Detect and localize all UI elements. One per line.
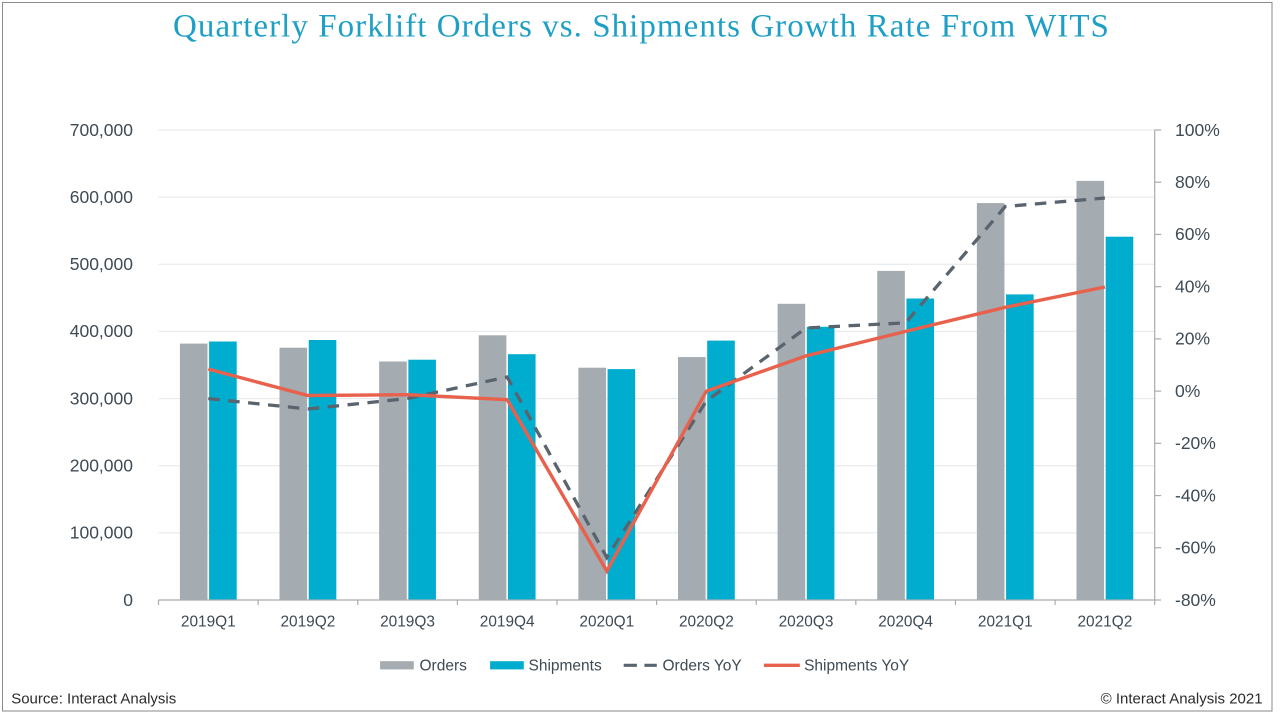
- svg-text:© Interact Analysis 2021: © Interact Analysis 2021: [1101, 691, 1263, 708]
- svg-text:20%: 20%: [1175, 329, 1210, 349]
- svg-text:Orders: Orders: [420, 658, 468, 675]
- svg-text:Quarterly Forklift Orders vs.: Quarterly Forklift Orders vs. Shipments …: [173, 9, 1110, 45]
- svg-text:Shipments: Shipments: [529, 658, 602, 675]
- svg-text:2019Q1: 2019Q1: [181, 614, 236, 631]
- svg-text:2021Q1: 2021Q1: [978, 614, 1033, 631]
- svg-text:2019Q4: 2019Q4: [480, 614, 535, 631]
- svg-text:Source: Interact Analysis: Source: Interact Analysis: [11, 691, 176, 708]
- svg-text:100,000: 100,000: [70, 523, 134, 543]
- svg-text:2020Q4: 2020Q4: [878, 614, 933, 631]
- svg-text:-20%: -20%: [1175, 433, 1216, 453]
- svg-text:40%: 40%: [1175, 276, 1210, 296]
- svg-text:60%: 60%: [1175, 224, 1210, 244]
- svg-text:80%: 80%: [1175, 172, 1210, 192]
- svg-text:-60%: -60%: [1175, 538, 1216, 558]
- svg-text:600,000: 600,000: [70, 187, 134, 207]
- svg-text:2020Q2: 2020Q2: [679, 614, 734, 631]
- svg-text:2019Q3: 2019Q3: [380, 614, 435, 631]
- svg-text:Shipments YoY: Shipments YoY: [804, 658, 909, 675]
- svg-text:-40%: -40%: [1175, 485, 1216, 505]
- svg-text:Orders YoY: Orders YoY: [663, 658, 742, 675]
- svg-text:500,000: 500,000: [70, 254, 134, 274]
- svg-text:2020Q1: 2020Q1: [579, 614, 634, 631]
- svg-text:100%: 100%: [1175, 120, 1220, 140]
- svg-text:2020Q3: 2020Q3: [779, 614, 834, 631]
- svg-text:300,000: 300,000: [70, 388, 134, 408]
- svg-text:700,000: 700,000: [70, 120, 134, 140]
- svg-text:2019Q2: 2019Q2: [281, 614, 336, 631]
- svg-text:200,000: 200,000: [70, 456, 134, 476]
- svg-text:2021Q2: 2021Q2: [1078, 614, 1133, 631]
- svg-text:0: 0: [123, 590, 133, 610]
- svg-text:400,000: 400,000: [70, 321, 134, 341]
- svg-text:-80%: -80%: [1175, 590, 1216, 610]
- svg-text:0%: 0%: [1175, 381, 1200, 401]
